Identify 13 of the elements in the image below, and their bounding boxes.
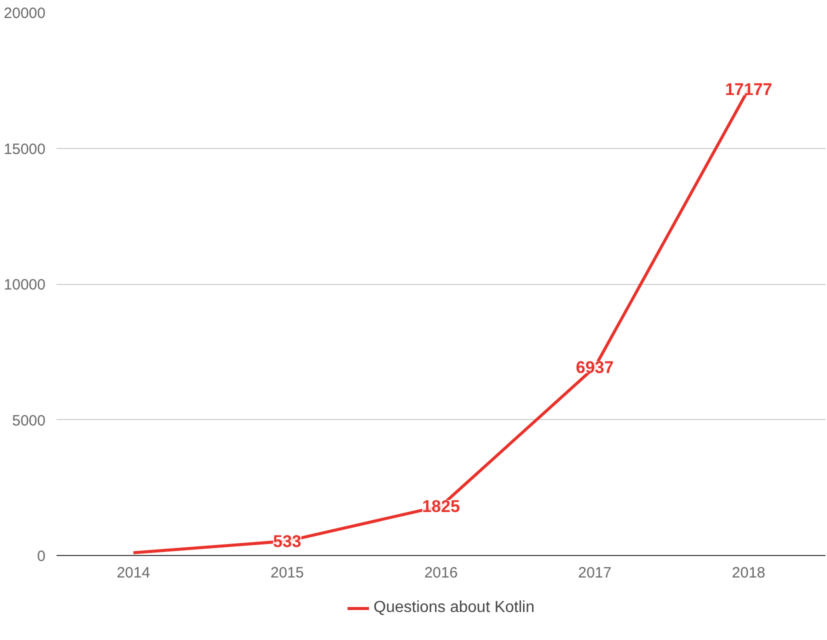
x-tick-label: 2017 <box>578 564 612 582</box>
x-tick-label: 2014 <box>116 564 150 582</box>
y-tick-label: 5000 <box>12 412 46 430</box>
y-tick-label: 10000 <box>4 276 46 294</box>
y-tick-label: 20000 <box>4 5 46 22</box>
y-tick-label: 0 <box>37 548 46 565</box>
x-tick-label: 2018 <box>732 564 766 582</box>
legend-label: Questions about Kotlin <box>374 598 534 616</box>
y-tick-label: 15000 <box>4 140 46 158</box>
x-tick-label: 2016 <box>424 564 458 582</box>
x-tick-label: 2015 <box>270 564 304 582</box>
data-label: 17177 <box>724 80 772 100</box>
data-label: 6937 <box>576 358 614 378</box>
